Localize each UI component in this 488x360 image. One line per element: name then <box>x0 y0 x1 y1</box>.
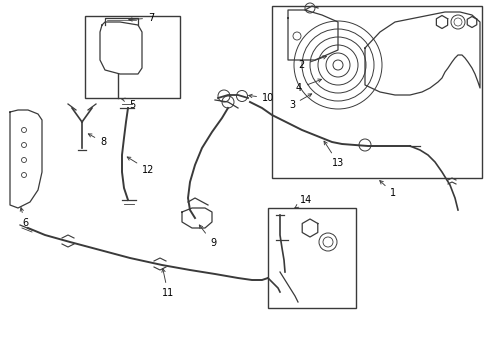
Bar <box>85 16 180 98</box>
Text: 8: 8 <box>88 134 106 147</box>
Bar <box>271 6 481 178</box>
Text: 11: 11 <box>162 269 174 298</box>
Text: 5: 5 <box>129 100 135 110</box>
Text: 7: 7 <box>128 13 154 23</box>
Text: 6: 6 <box>20 208 28 228</box>
Text: 2: 2 <box>298 56 326 70</box>
Text: 14: 14 <box>294 195 312 208</box>
Text: 10: 10 <box>248 93 274 103</box>
Text: 12: 12 <box>127 157 154 175</box>
Text: 4: 4 <box>295 79 321 93</box>
Text: 3: 3 <box>288 94 311 110</box>
Bar <box>267 208 355 308</box>
Text: 13: 13 <box>324 141 344 168</box>
Text: 9: 9 <box>199 225 216 248</box>
Text: 1: 1 <box>379 181 395 198</box>
